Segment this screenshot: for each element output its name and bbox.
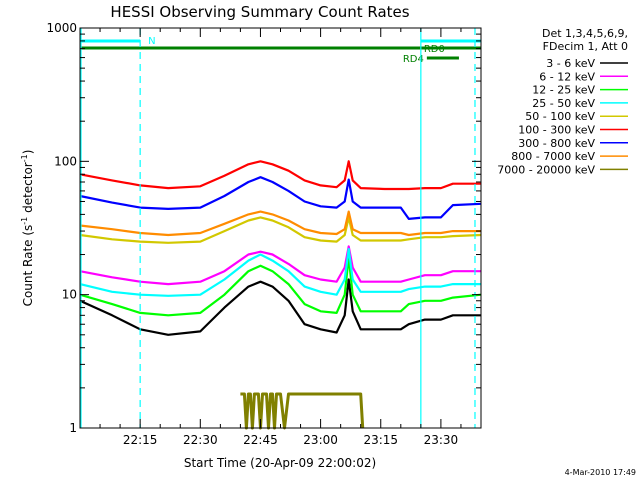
y-tick-label: 1000 <box>46 21 77 35</box>
legend-label-0: 3 - 6 keV <box>546 57 595 70</box>
timestamp: 4-Mar-2010 17:49 <box>565 468 636 477</box>
x-tick-label: 22:30 <box>183 433 218 447</box>
x-axis: 22:15 22:30 22:45 23:00 23:15 23:30 <box>99 28 482 447</box>
y-label-sup-2: -1 <box>20 154 29 162</box>
series-lines <box>79 160 482 430</box>
x-tick-label: 22:15 <box>123 433 158 447</box>
y-axis-label: Count Rate (s-1 detector-1) <box>20 150 35 307</box>
y-label-part-a: Count Rate (s <box>21 225 35 307</box>
x-tick-label: 23:00 <box>303 433 338 447</box>
series-line-8 <box>240 392 365 430</box>
series-line-3 <box>79 247 481 297</box>
y-label-part-c: ) <box>21 150 35 155</box>
legend-label-8: 7000 - 20000 keV <box>497 163 595 176</box>
series-line-7 <box>79 210 481 237</box>
legend-header-line-2: FDecim 1, Att 0 <box>543 40 628 53</box>
series-line-4 <box>79 216 482 244</box>
x-tick-label: 23:15 <box>363 433 398 447</box>
x-tick-label: 22:45 <box>243 433 278 447</box>
x-axis-label: Start Time (20-Apr-09 22:00:02) <box>184 456 376 470</box>
legend-label-1: 6 - 12 keV <box>539 70 595 83</box>
legend-label-7: 800 - 7000 keV <box>511 150 595 163</box>
y-tick-label: 10 <box>62 288 77 302</box>
series-line-0 <box>79 278 481 336</box>
legend-header-line-1: Det 1,3,4,5,6,9, <box>542 27 628 40</box>
status-bar-label: RD4 <box>403 54 424 65</box>
y-label-part-b: detector <box>21 162 35 217</box>
legend-label-6: 300 - 800 keV <box>518 137 595 150</box>
legend: Det 1,3,4,5,6,9, FDecim 1, Att 0 3 - 6 k… <box>497 27 628 176</box>
series-line-6 <box>79 176 482 220</box>
series-line-5 <box>79 160 481 191</box>
legend-label-4: 50 - 100 keV <box>525 110 595 123</box>
legend-label-5: 100 - 300 keV <box>518 124 595 137</box>
vertical-markers <box>80 28 476 428</box>
x-tick-label: 23:30 <box>424 433 459 447</box>
status-bar-label: RD0 <box>424 44 445 55</box>
y-tick-label: 100 <box>54 154 77 168</box>
series-line-1 <box>79 245 481 286</box>
y-tick-label: 1 <box>69 421 77 435</box>
status-bar-label: N <box>148 36 155 47</box>
legend-label-2: 12 - 25 keV <box>532 84 595 97</box>
chart-title: HESSI Observing Summary Count Rates <box>110 3 409 21</box>
series-line-2 <box>79 256 482 317</box>
y-label-sup-1: -1 <box>20 217 29 225</box>
y-axis: 1 10 100 1000 <box>46 21 481 435</box>
legend-label-3: 25 - 50 keV <box>532 97 595 110</box>
